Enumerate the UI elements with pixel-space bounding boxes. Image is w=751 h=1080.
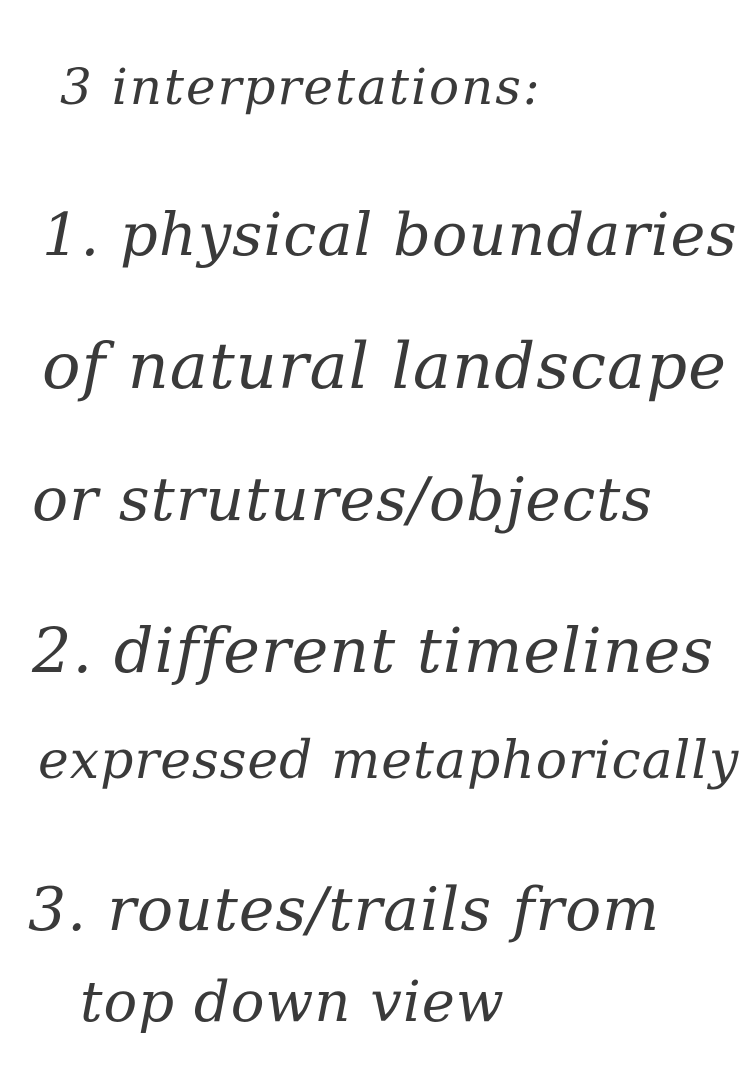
note-line-2b: expressed metaphorically <box>38 731 740 791</box>
note-line-2a: 2. different timelines <box>32 614 715 687</box>
note-line-3b: top down view <box>80 970 505 1035</box>
note-heading: 3 interpretations: <box>60 58 542 116</box>
note-line-1b: of natural landscape <box>42 330 727 404</box>
note-line-3a: 3. routes/trails from <box>28 875 661 945</box>
note-line-1c: or strutures/objects <box>32 465 654 535</box>
note-line-1a: 1. physical boundaries <box>42 200 738 269</box>
